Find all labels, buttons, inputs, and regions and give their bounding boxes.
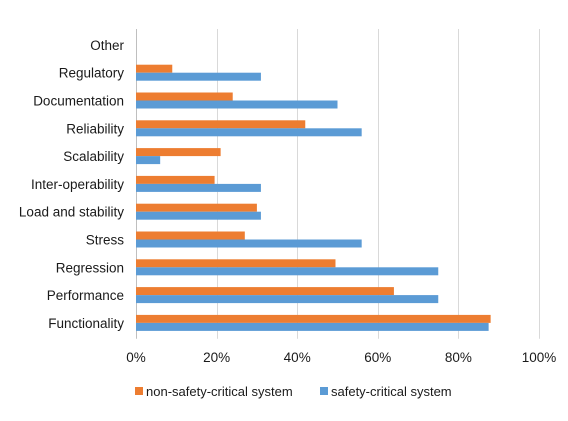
x-tick-label: 60% bbox=[364, 350, 391, 365]
bar-non-safety-critical bbox=[136, 314, 491, 323]
category-axis-labels: Other Regulatory Documentation Reliability S… bbox=[19, 38, 125, 331]
bar-non-safety-critical bbox=[136, 148, 221, 157]
bar-safety-critical bbox=[136, 295, 439, 304]
category-label: Scalability bbox=[63, 149, 124, 164]
bar-non-safety-critical bbox=[136, 92, 233, 101]
category-label: Regulatory bbox=[59, 66, 125, 81]
x-tick-label: 40% bbox=[284, 350, 311, 365]
bar-safety-critical bbox=[136, 72, 261, 81]
x-tick-label: 0% bbox=[126, 350, 146, 365]
bar-safety-critical bbox=[136, 267, 439, 276]
bar-safety-critical bbox=[136, 156, 161, 165]
legend-non-safety-critical-label: non-safety-critical system bbox=[146, 384, 293, 399]
category-label: Inter-operability bbox=[31, 177, 124, 192]
legend-safety-critical-swatch bbox=[320, 387, 328, 395]
bar-safety-critical bbox=[136, 239, 362, 248]
bar-non-safety-critical bbox=[136, 120, 306, 129]
bar-safety-critical bbox=[136, 128, 362, 137]
bar-non-safety-critical bbox=[136, 175, 215, 184]
legend-safety-critical-label: safety-critical system bbox=[331, 384, 452, 399]
bar-safety-critical bbox=[136, 211, 261, 220]
bar-non-safety-critical bbox=[136, 259, 336, 268]
legend: non-safety-critical system safety-critica… bbox=[135, 384, 452, 399]
category-label: Documentation bbox=[33, 94, 124, 109]
legend-non-safety-critical-swatch bbox=[135, 387, 143, 395]
bar-non-safety-critical bbox=[136, 64, 173, 73]
bar-non-safety-critical bbox=[136, 231, 245, 240]
category-label: Reliability bbox=[66, 121, 124, 136]
bar-non-safety-critical bbox=[136, 203, 257, 212]
category-label: Other bbox=[90, 38, 124, 53]
category-label: Load and stability bbox=[19, 205, 124, 220]
bar-safety-critical bbox=[136, 322, 489, 331]
x-tick-label: 20% bbox=[203, 350, 230, 365]
category-label: Stress bbox=[86, 233, 125, 248]
x-tick-label: 80% bbox=[445, 350, 472, 365]
bar-safety-critical bbox=[136, 100, 338, 109]
category-label: Regression bbox=[56, 260, 124, 275]
category-label: Functionality bbox=[48, 316, 124, 331]
bar-non-safety-critical bbox=[136, 287, 394, 296]
category-label: Performance bbox=[47, 288, 124, 303]
bar-series bbox=[136, 64, 491, 331]
x-tick-label: 100% bbox=[522, 350, 557, 365]
bar-safety-critical bbox=[136, 183, 261, 192]
value-axis-tick-labels: 0% 20% 40% 60% 80% 100% bbox=[126, 350, 556, 365]
